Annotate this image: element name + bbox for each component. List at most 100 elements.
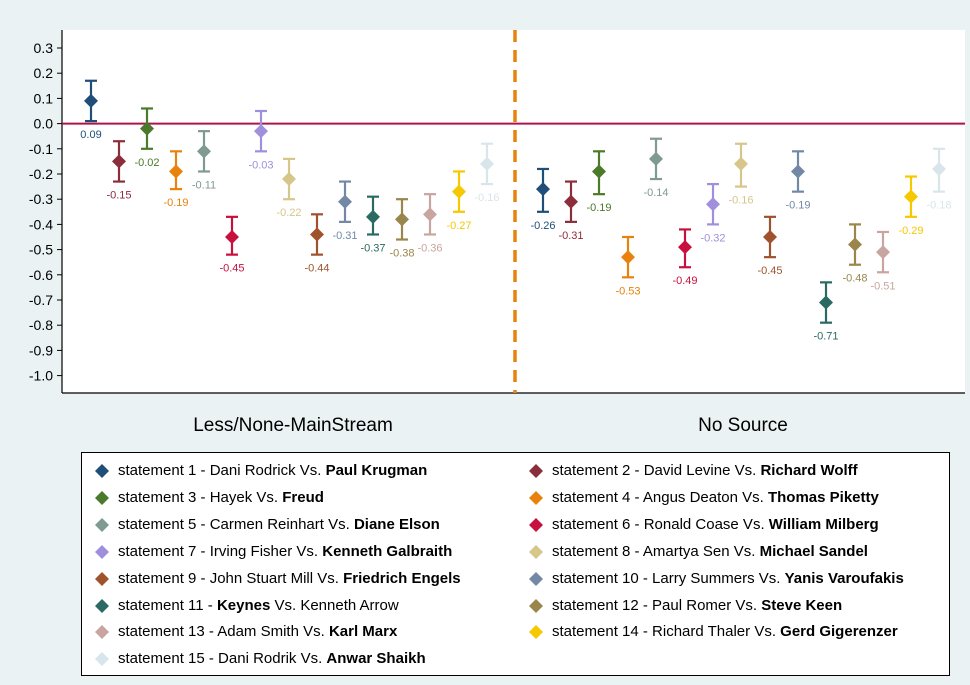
legend-marker-icon <box>95 598 109 613</box>
data-value-label: -0.48 <box>842 273 867 285</box>
data-value-label: -0.51 <box>870 280 895 292</box>
legend-marker-icon <box>529 464 543 478</box>
data-value-label: -0.14 <box>643 187 668 199</box>
legend-marker-icon <box>95 571 109 586</box>
legend-marker-icon <box>529 598 543 613</box>
data-point-marker <box>366 209 380 224</box>
data-value-label: -0.03 <box>248 159 273 171</box>
y-tick-label: 0.1 <box>34 90 54 106</box>
data-value-label: -0.38 <box>389 248 414 260</box>
legend-label: statement 11 - Keynes Vs. Kenneth Arrow <box>118 596 399 614</box>
legend-label: statement 8 - Amartya Sen Vs. Michael Sa… <box>552 542 868 560</box>
data-point-marker <box>310 227 324 242</box>
data-value-label: -0.49 <box>672 275 697 287</box>
legend-label: statement 13 - Adam Smith Vs. Karl Marx <box>118 623 398 641</box>
legend-label: statement 14 - Richard Thaler Vs. Gerd G… <box>552 623 898 641</box>
legend-label: statement 6 - Ronald Coase Vs. William M… <box>552 515 879 533</box>
data-value-label: -0.26 <box>530 220 555 232</box>
data-point-marker <box>225 230 239 244</box>
x-group-label: No Source <box>698 415 788 436</box>
data-value-label: -0.22 <box>276 207 301 219</box>
data-point-marker <box>140 121 154 136</box>
data-point-marker <box>706 197 720 212</box>
data-value-label: -0.71 <box>813 331 838 343</box>
data-point-marker <box>848 237 862 252</box>
data-point-marker <box>197 144 211 159</box>
x-group-label: Less/None-MainStream <box>193 415 393 436</box>
y-tick-label: 0.0 <box>34 116 54 132</box>
legend-marker-icon <box>95 625 109 640</box>
y-tick-label: -0.8 <box>29 317 53 333</box>
data-point-marker <box>169 164 183 179</box>
y-tick-label: -0.9 <box>29 342 53 358</box>
data-value-label: -0.19 <box>785 200 810 212</box>
data-value-label: -0.27 <box>446 220 471 232</box>
legend-marker-icon <box>95 652 109 667</box>
y-tick-label: -0.6 <box>29 267 53 283</box>
data-value-label: -0.31 <box>332 230 357 242</box>
data-point-marker <box>791 164 805 179</box>
legend-label: statement 1 - Dani Rodrick Vs. Paul Krug… <box>118 462 428 479</box>
legend-marker-icon <box>529 517 543 532</box>
data-point-marker <box>423 207 437 222</box>
y-tick-label: 0.3 <box>34 40 54 56</box>
data-value-label: -0.53 <box>615 285 640 297</box>
data-value-label: -0.02 <box>134 157 159 169</box>
data-point-marker <box>734 156 748 171</box>
y-tick-label: -0.7 <box>29 292 53 308</box>
data-point-marker <box>932 161 946 176</box>
legend-marker-icon <box>529 490 543 505</box>
y-tick-label: -0.5 <box>29 242 53 258</box>
data-value-label: -0.16 <box>474 192 499 204</box>
data-point-marker <box>564 194 578 209</box>
y-tick-label: -0.4 <box>29 216 53 232</box>
data-point-marker <box>678 240 692 255</box>
data-point-marker <box>536 182 550 197</box>
legend-label: statement 3 - Hayek Vs. Freud <box>118 488 324 506</box>
legend-label: statement 7 - Irving Fisher Vs. Kenneth … <box>118 542 453 560</box>
data-value-label: -0.31 <box>558 230 583 242</box>
data-value-label: -0.29 <box>898 225 923 237</box>
legend-label: statement 5 - Carmen Reinhart Vs. Diane … <box>118 515 440 533</box>
data-point-marker <box>282 172 296 187</box>
data-value-label: -0.37 <box>360 242 385 254</box>
data-point-marker <box>254 124 268 139</box>
legend-label: statement 10 - Larry Summers Vs. Yanis V… <box>552 569 904 587</box>
y-tick-label: -0.3 <box>29 191 53 207</box>
data-value-label: 0.09 <box>80 129 101 141</box>
data-point-marker <box>763 230 777 244</box>
legend-marker-icon <box>529 544 543 559</box>
plot-area: 0.3 0.2 0.1 0.0 -0.1 -0.2 -0.3 -0.4 -0.5 -0.6 -0.7… <box>29 30 965 436</box>
data-point-marker <box>112 154 126 169</box>
data-point-marker <box>338 194 352 209</box>
data-point-marker <box>819 295 833 310</box>
legend-marker-icon <box>529 625 543 640</box>
data-point-marker <box>904 189 918 204</box>
legend-label: statement 9 - John Stuart Mill Vs. Fried… <box>118 569 461 587</box>
legend-label: statement 12 - Paul Romer Vs. Steve Keen <box>552 596 843 614</box>
y-tick-label: -1.0 <box>29 368 53 384</box>
data-value-label: -0.44 <box>304 263 329 275</box>
data-point-marker <box>395 212 409 227</box>
legend-label: statement 4 - Angus Deaton Vs. Thomas Pi… <box>552 488 879 506</box>
data-point-marker <box>649 151 663 166</box>
legend-label: statement 2 - David Levine Vs. Richard W… <box>552 462 858 479</box>
data-value-label: -0.16 <box>728 195 753 207</box>
data-value-label: -0.15 <box>106 190 131 202</box>
y-tick-label: -0.1 <box>29 141 53 157</box>
data-value-label: -0.45 <box>757 265 782 277</box>
data-point-marker <box>480 156 494 171</box>
legend-marker-icon <box>95 490 109 505</box>
y-tick-label: -0.2 <box>29 166 53 182</box>
data-value-label: -0.45 <box>219 263 244 275</box>
legend-marker-icon <box>95 464 109 478</box>
data-value-label: -0.18 <box>926 200 951 212</box>
data-value-label: -0.19 <box>586 202 611 214</box>
data-value-label: -0.32 <box>700 232 725 244</box>
legend-marker-icon <box>95 517 109 532</box>
data-point-marker <box>621 250 635 265</box>
data-value-label: -0.19 <box>163 197 188 209</box>
legend-marker-icon <box>529 571 543 586</box>
data-point-marker <box>84 93 98 108</box>
